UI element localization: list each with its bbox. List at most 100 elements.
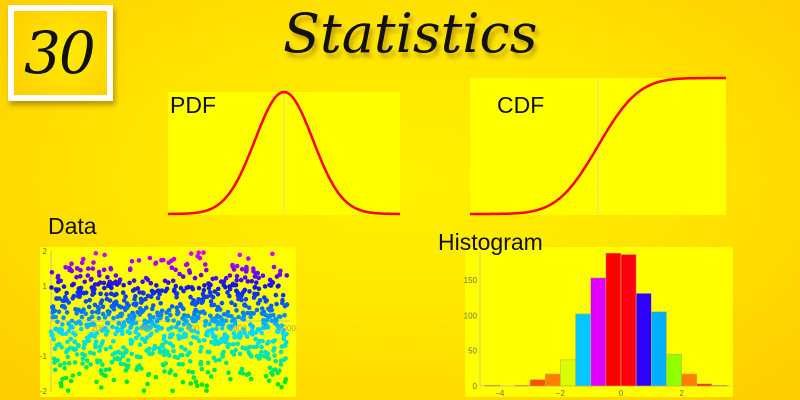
histogram-bar: [544, 373, 561, 387]
data-point: [96, 269, 102, 275]
data-point: [229, 300, 234, 306]
data-point: [89, 314, 95, 320]
data-point: [125, 357, 131, 363]
data-point: [208, 313, 213, 319]
data-point: [93, 344, 98, 350]
data-point: [233, 347, 238, 353]
data-point: [170, 343, 176, 349]
histogram-label: Histogram: [438, 229, 543, 255]
data-point: [250, 324, 256, 329]
data-point: [207, 349, 212, 355]
data-point: [158, 349, 164, 355]
data-point: [111, 377, 117, 383]
data-point: [122, 323, 127, 328]
data-point: [97, 348, 102, 354]
data-x-tick-label: 600: [186, 324, 200, 333]
data-point: [104, 292, 109, 297]
histogram-bar: [605, 252, 622, 387]
data-point: [59, 383, 64, 389]
data-point: [73, 332, 78, 338]
pdf-label: PDF: [170, 92, 216, 118]
data-point: [237, 351, 243, 357]
data-point: [151, 315, 156, 320]
data-point: [111, 307, 117, 312]
data-point: [99, 385, 104, 390]
data-point: [133, 320, 139, 326]
data-point: [265, 325, 271, 330]
data-point: [196, 250, 201, 255]
data-point: [284, 302, 290, 307]
data-point: [97, 273, 102, 278]
data-point: [66, 328, 72, 334]
data-point: [280, 292, 286, 298]
data-point: [65, 388, 71, 393]
data-point: [69, 268, 75, 274]
data-point: [88, 362, 93, 367]
data-point: [276, 283, 281, 289]
data-point: [181, 288, 186, 294]
data-point: [51, 337, 57, 342]
data-point: [101, 280, 107, 286]
data-point: [223, 284, 228, 290]
data-point: [180, 362, 185, 367]
data-point: [255, 270, 260, 276]
data-point: [55, 358, 60, 363]
data-point: [212, 367, 217, 373]
data-point: [170, 332, 176, 337]
data-point: [217, 307, 223, 312]
histogram-bar: [711, 384, 728, 387]
data-point: [259, 344, 264, 350]
data-point: [205, 333, 210, 338]
data-point: [161, 257, 166, 263]
data-point: [146, 371, 152, 377]
data-point: [170, 278, 176, 284]
data-point: [57, 296, 62, 301]
data-point: [195, 330, 201, 335]
data-point: [225, 309, 231, 315]
data-point: [253, 280, 259, 285]
data-point: [55, 319, 60, 325]
data-point: [192, 275, 198, 281]
histogram-x-tick-label: 2: [679, 389, 684, 398]
data-point: [153, 260, 159, 266]
data-point: [100, 339, 105, 344]
data-point: [190, 370, 195, 375]
data-point: [108, 345, 113, 350]
data-point: [102, 285, 107, 291]
data-point: [150, 351, 155, 356]
data-point: [233, 282, 239, 288]
data-point: [123, 294, 128, 299]
data-point: [78, 321, 83, 327]
data-point: [242, 275, 248, 280]
data-point: [154, 283, 159, 288]
data-y-tick-label: -1: [40, 352, 48, 361]
data-point: [121, 282, 126, 288]
data-point: [275, 381, 281, 387]
data-point: [221, 279, 227, 284]
data-point: [164, 286, 170, 292]
data-point: [68, 378, 74, 384]
data-point: [177, 271, 182, 277]
data-point: [153, 374, 159, 380]
data-point: [92, 286, 97, 292]
data-point: [279, 384, 284, 390]
data-point: [208, 282, 213, 288]
data-point: [274, 301, 279, 307]
data-point: [191, 328, 197, 334]
data-point: [111, 315, 116, 321]
data-point: [234, 308, 239, 313]
data-point: [129, 259, 135, 264]
data-point: [249, 354, 254, 359]
data-point: [196, 338, 202, 344]
data-point: [187, 359, 193, 364]
histogram-x-tick-label: 0: [619, 389, 624, 398]
data-point: [66, 360, 72, 366]
data-point: [79, 260, 85, 266]
data-point: [223, 275, 229, 281]
data-point: [141, 308, 146, 313]
data-point: [159, 326, 164, 331]
data-point: [219, 300, 225, 306]
data-point: [220, 326, 225, 331]
data-point: [97, 358, 103, 364]
data-point: [146, 346, 152, 352]
